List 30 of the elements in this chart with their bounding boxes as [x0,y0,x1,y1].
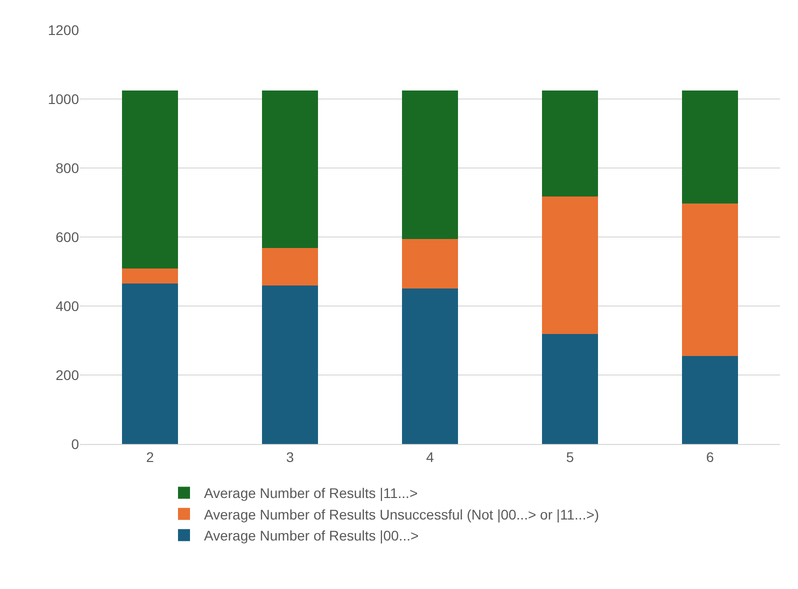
x-tick-label: 2 [146,448,154,465]
bar [402,239,458,288]
bar [542,334,598,444]
y-tick-label: 800 [56,160,80,176]
x-tick-label: 3 [286,448,294,465]
bar [262,286,318,444]
y-tick-label: 0 [71,436,80,452]
bar [682,356,738,444]
x-tick-label: 4 [426,448,434,465]
legend-label: Average Number of Results |00...> [204,528,419,544]
y-tick-label: 200 [56,366,80,383]
bar [122,268,178,284]
bar [682,90,738,204]
bar [402,90,458,240]
y-tick-label: 600 [56,228,80,245]
bar [262,90,318,248]
bar [122,90,178,268]
x-tick-label: 5 [566,448,574,465]
bar [682,204,738,356]
bar [402,288,458,444]
y-tick-label: 400 [56,298,80,314]
y-tick-label: 1000 [48,90,80,107]
legend-label: Average Number of Results |11...> [204,485,418,502]
bar [262,248,318,286]
x-tick-label: 6 [706,448,714,465]
bar [542,196,598,334]
bar [542,90,598,197]
y-tick-label: 1200 [48,22,80,38]
bar [122,284,178,444]
legend-label: Average Number of Results Unsuccessful (Not |00...> or |11...>) [204,506,600,522]
